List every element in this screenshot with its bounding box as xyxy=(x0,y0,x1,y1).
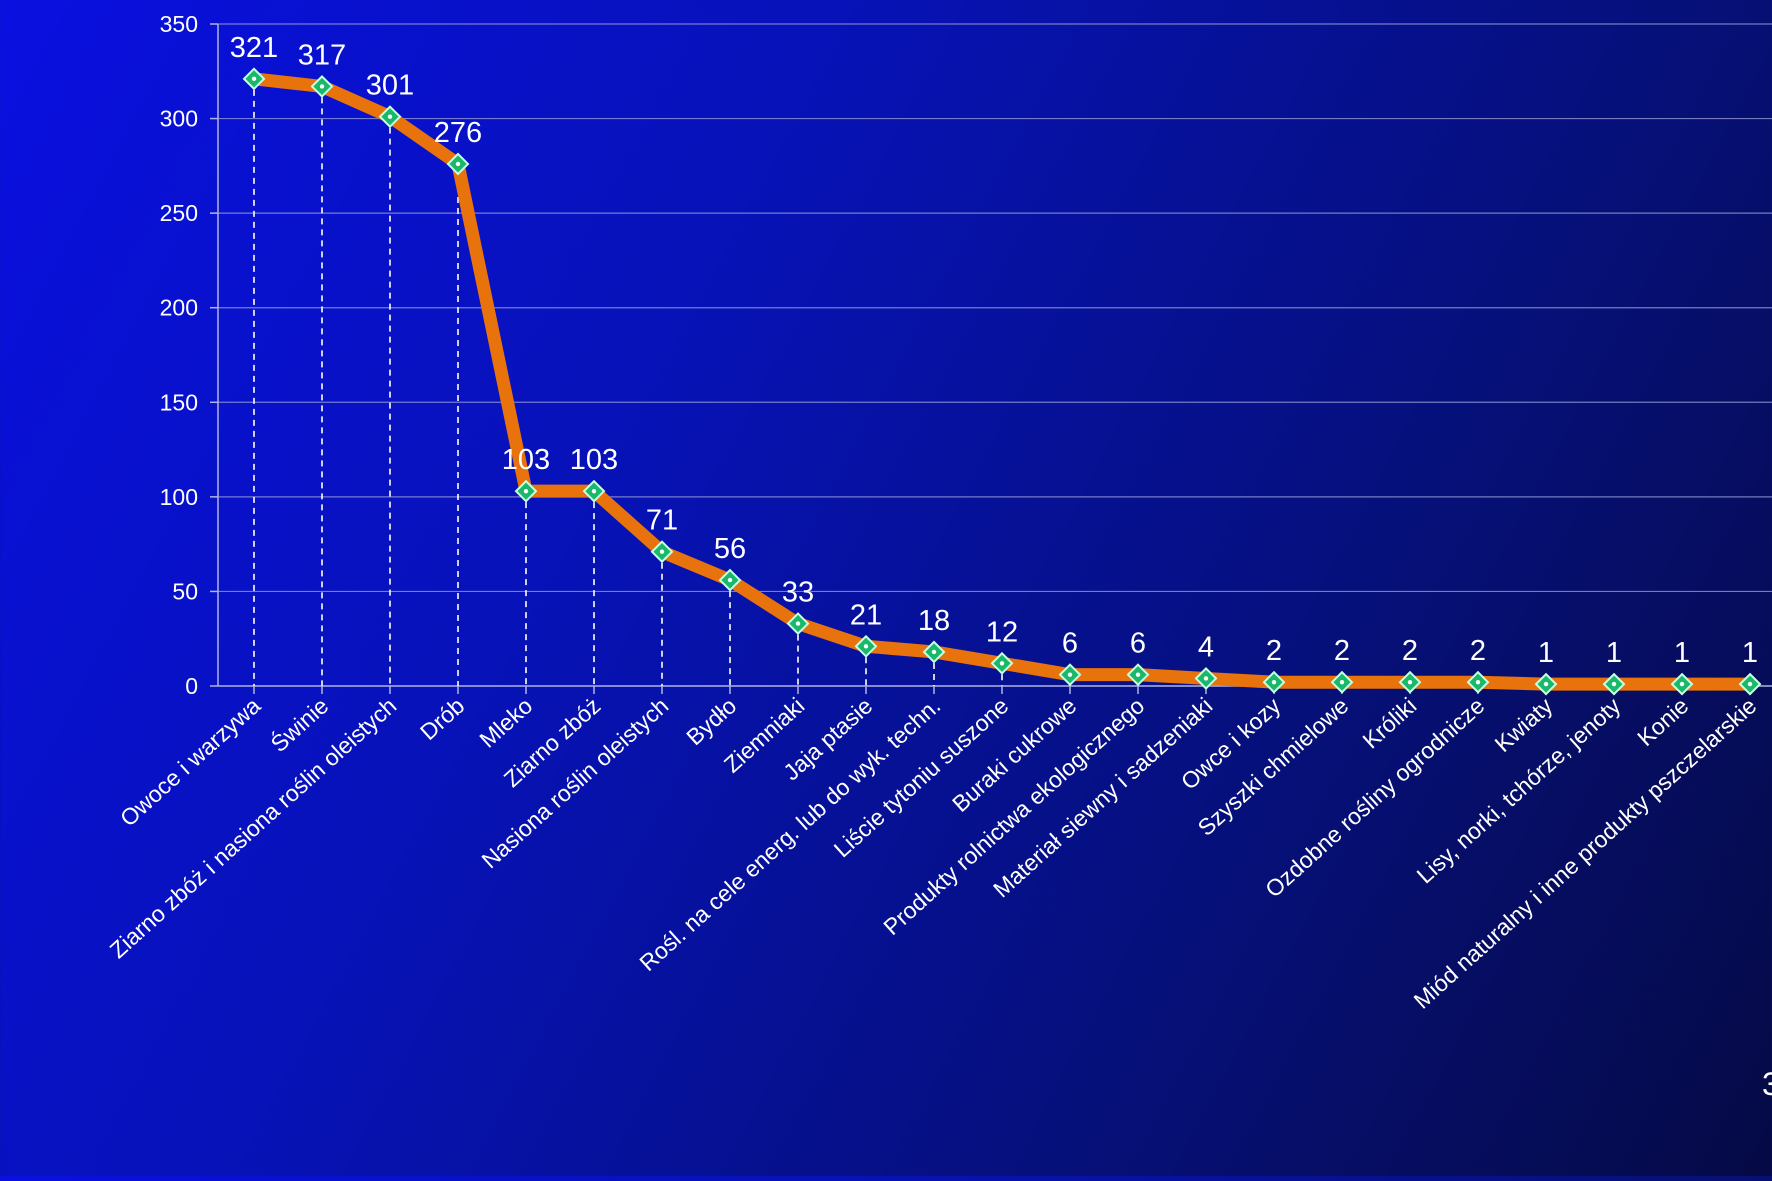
page-number: 3 xyxy=(1762,1066,1772,1102)
y-tick-label: 50 xyxy=(172,578,198,604)
data-label: 2 xyxy=(1470,635,1486,667)
marker-dot xyxy=(1067,672,1073,677)
x-tick-label: Owoce i warzywa xyxy=(115,692,266,831)
x-tick-label: Konie xyxy=(1632,692,1693,751)
y-tick-label: 350 xyxy=(160,11,198,37)
y-tick-labels: 0 50 100 150 200 250 300 350 xyxy=(160,11,198,699)
data-label: 71 xyxy=(646,505,678,537)
data-label: 1 xyxy=(1674,637,1690,669)
data-label: 56 xyxy=(714,533,746,565)
marker-dot xyxy=(1203,676,1209,681)
marker-dot xyxy=(1543,681,1549,687)
data-label: 21 xyxy=(850,599,882,631)
data-label: 6 xyxy=(1062,628,1078,660)
marker-dot xyxy=(523,488,529,494)
data-label: 18 xyxy=(918,605,950,637)
x-tick-label: Mleko xyxy=(474,692,537,752)
marker-dot xyxy=(1339,680,1345,685)
gridlines xyxy=(218,23,1772,593)
marker-dot xyxy=(1271,680,1277,685)
marker-dot xyxy=(727,577,733,583)
data-label: 103 xyxy=(502,444,550,476)
series-line-group xyxy=(247,72,1757,691)
marker-dot xyxy=(863,644,869,649)
x-tick-label: Króliki xyxy=(1357,692,1421,753)
data-label: 1 xyxy=(1538,637,1554,669)
data-label: 6 xyxy=(1130,628,1146,660)
data-label: 33 xyxy=(782,577,814,609)
marker-dot xyxy=(931,649,937,655)
marker-dot xyxy=(999,661,1005,666)
data-label: 317 xyxy=(298,39,346,71)
data-label: 4 xyxy=(1198,631,1214,663)
data-label: 301 xyxy=(366,70,414,102)
marker-dot xyxy=(1611,681,1617,687)
marker-dot xyxy=(1679,681,1685,687)
x-tick-label: Drób xyxy=(415,692,469,745)
marker-dot xyxy=(455,161,461,167)
x-tick-label: Ziarno zbóż i nasiona roślin oleistych xyxy=(105,692,402,963)
marker-dot xyxy=(591,488,597,494)
data-label: 12 xyxy=(986,616,1018,648)
y-tick-label: 250 xyxy=(160,200,198,226)
y-tick-label: 150 xyxy=(160,389,198,415)
drop-lines xyxy=(253,78,1751,686)
data-label: 1 xyxy=(1606,637,1622,669)
marker-dot xyxy=(659,549,665,554)
data-label: 2 xyxy=(1266,635,1282,667)
data-label: 2 xyxy=(1402,635,1418,667)
y-tick-label: 100 xyxy=(160,484,198,510)
marker-dot xyxy=(251,76,257,82)
y-tick-label: 0 xyxy=(185,673,198,699)
marker-dot xyxy=(1475,680,1481,685)
marker-dot xyxy=(1135,672,1141,677)
x-tick-label: Bydło xyxy=(681,692,741,750)
data-label: 276 xyxy=(434,117,482,149)
marker-dot xyxy=(1407,680,1413,685)
data-label: 1 xyxy=(1742,637,1758,669)
marker-dot xyxy=(1747,681,1753,687)
marker-dot xyxy=(319,84,325,89)
marker-dot xyxy=(387,114,393,119)
marker-dot xyxy=(795,621,801,626)
series-line xyxy=(247,72,1757,691)
data-label: 2 xyxy=(1334,635,1350,667)
data-label: 103 xyxy=(570,444,618,476)
markers xyxy=(242,67,1762,696)
data-label: 321 xyxy=(230,32,278,64)
y-tick-label: 200 xyxy=(160,295,198,321)
y-tick-label: 300 xyxy=(160,106,198,132)
